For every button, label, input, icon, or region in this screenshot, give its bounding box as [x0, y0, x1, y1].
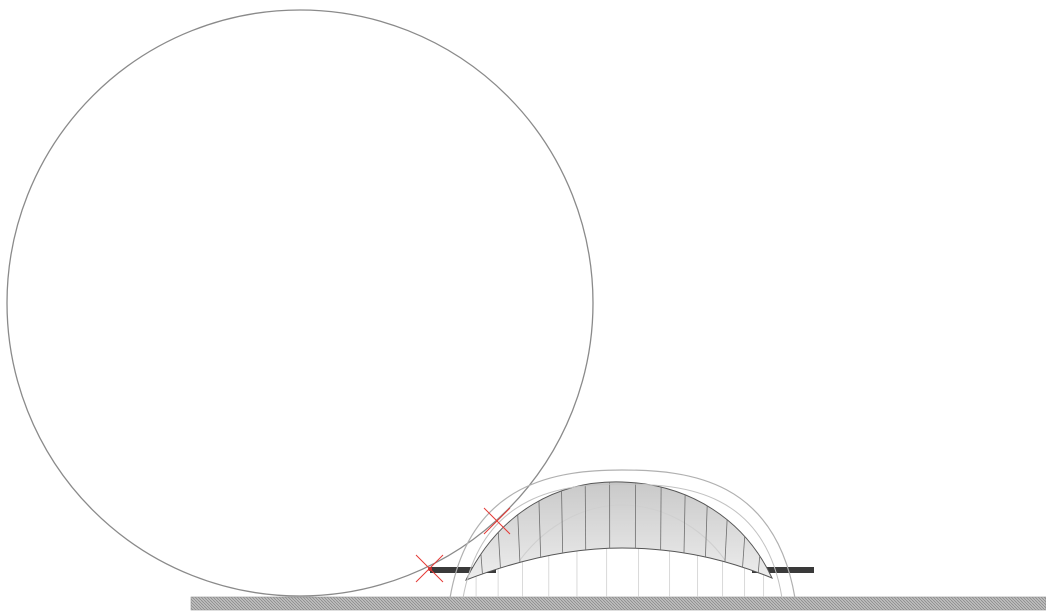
canopy-rib — [497, 532, 501, 568]
red-dot — [428, 567, 432, 571]
outer-arch-inner — [462, 483, 783, 599]
canopy-rib — [724, 519, 728, 562]
canopy-rib — [480, 554, 483, 574]
canopy-rib — [742, 536, 746, 568]
canopy-ribs — [480, 482, 761, 574]
outer-arch — [449, 469, 796, 599]
outer-arch-outer — [449, 469, 796, 599]
canopy-rib — [683, 494, 686, 553]
right-beam — [752, 567, 814, 573]
left-beam — [430, 567, 496, 573]
canopy-shell — [464, 481, 773, 581]
canopy-rib — [517, 514, 521, 563]
canopy-rib — [757, 555, 761, 573]
ground-strip — [190, 596, 1046, 611]
canopy-rib — [561, 490, 564, 553]
canopy-inner-dome — [519, 504, 726, 561]
canopy-rib — [538, 500, 542, 558]
support-posts — [475, 548, 765, 597]
red-cross-marker-upper — [483, 507, 511, 535]
canopy-rib — [705, 505, 708, 557]
large-circle — [6, 9, 594, 597]
red-cross-markers — [415, 507, 511, 583]
side-beams — [430, 567, 814, 573]
